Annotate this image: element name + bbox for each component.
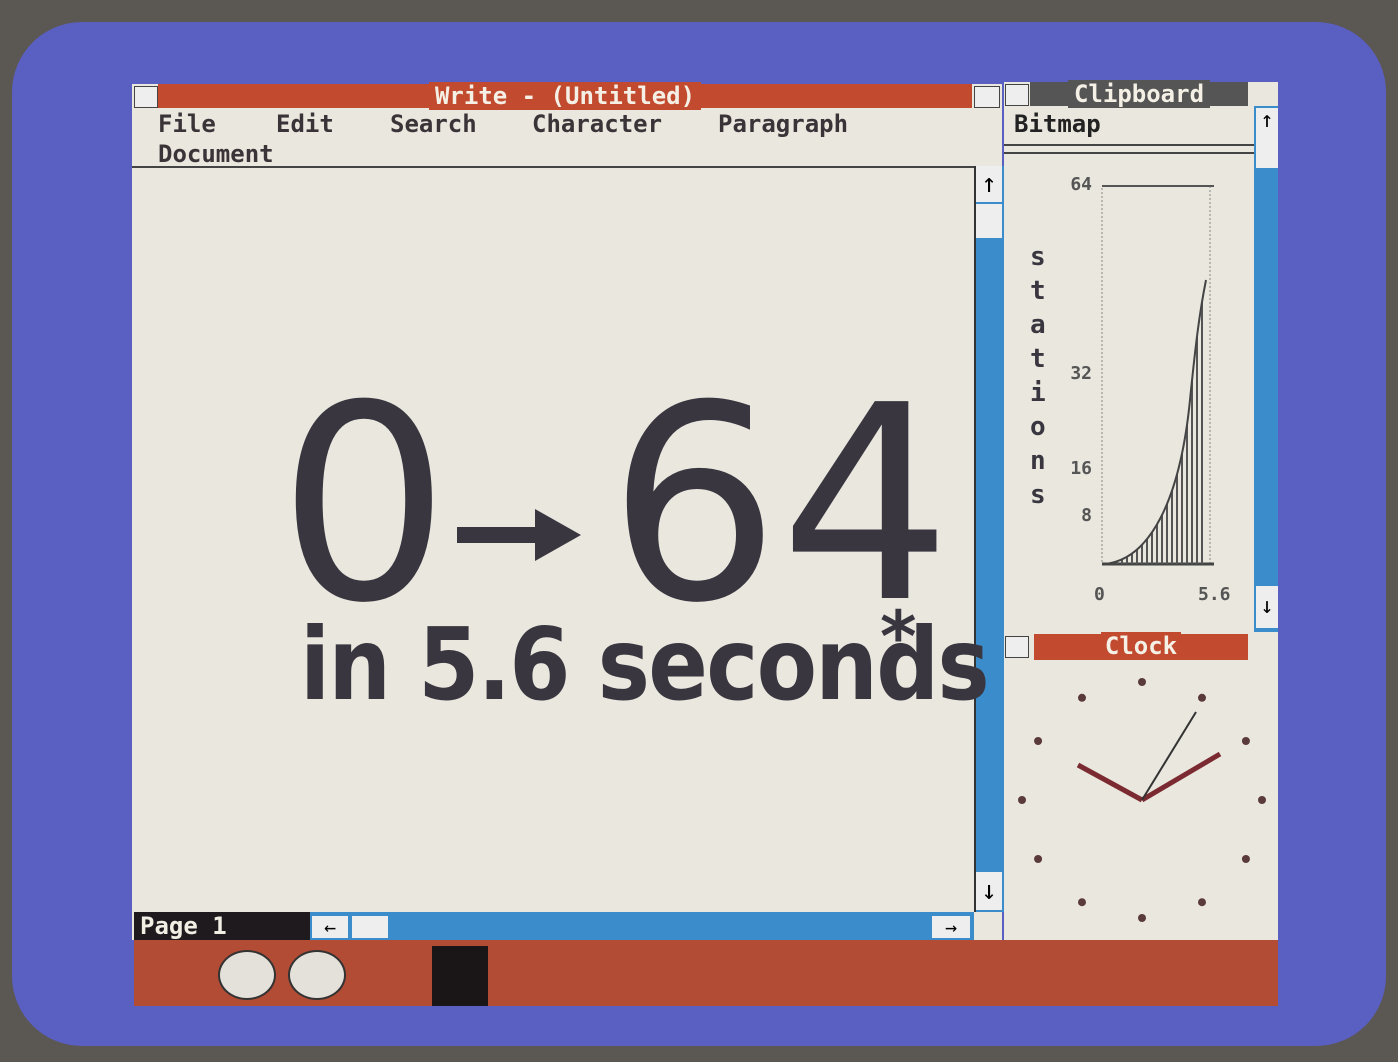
hour-dot (1198, 694, 1206, 702)
scroll-left-arrow[interactable]: ← (312, 916, 348, 938)
clipboard-chart (1090, 170, 1230, 580)
size-box[interactable] (974, 86, 1000, 108)
clock-title: Clock (1101, 632, 1181, 660)
scroll-up-arrow[interactable]: ↑ (976, 166, 1002, 202)
screen-photo: Write - (Untitled) File Edit Search Char… (0, 0, 1398, 1062)
clipboard-title: Clipboard (1068, 80, 1210, 108)
scroll-thumb[interactable] (976, 204, 1002, 238)
app-icon[interactable] (432, 946, 488, 1006)
system-menu-box[interactable] (1005, 84, 1029, 106)
chart-y-tick: 32 (1070, 363, 1092, 384)
chart-y-tick: 16 (1070, 458, 1092, 479)
hour-dot (1018, 796, 1026, 804)
hour-dot (1078, 898, 1086, 906)
doc-from: 0 (278, 370, 450, 640)
horizontal-scrollbar[interactable] (310, 912, 974, 940)
clock-face (1004, 660, 1278, 940)
hour-dot (1242, 737, 1250, 745)
scroll-right-arrow[interactable]: → (932, 916, 970, 938)
menu-item[interactable]: Paragraph (718, 110, 848, 138)
hour-dot (1138, 914, 1146, 922)
chart-y-tick: 64 (1070, 174, 1092, 195)
menu-item[interactable]: Character (532, 110, 662, 138)
hour-dot (1034, 855, 1042, 863)
hour-hand (1078, 765, 1142, 800)
menu-divider (1004, 144, 1254, 154)
h-scroll-thumb[interactable] (352, 916, 388, 938)
system-menu-box[interactable] (134, 86, 158, 108)
write-title-bar[interactable]: Write - (Untitled) (158, 84, 972, 108)
clipboard-format: Bitmap (1014, 110, 1101, 138)
menu-item[interactable]: File (158, 110, 216, 138)
hour-dot (1198, 898, 1206, 906)
hour-dot (1258, 796, 1266, 804)
hour-dot (1078, 694, 1086, 702)
menu-item[interactable]: Edit (276, 110, 334, 138)
chart-y-tick: 8 (1081, 505, 1092, 526)
minute-hand (1142, 754, 1220, 800)
chart-y-label: stations (1030, 240, 1046, 512)
paint-icon[interactable] (218, 950, 276, 1000)
clipboard-title-bar[interactable]: Clipboard (1030, 82, 1248, 106)
chart-x-tick: 0 (1094, 584, 1105, 605)
paint-icon[interactable] (288, 950, 346, 1000)
chart-x-tick: 5.6 (1198, 584, 1231, 605)
menu-item[interactable]: Document (158, 140, 274, 168)
scroll-down-arrow[interactable]: ↓ (976, 872, 1002, 910)
menu-item[interactable]: Search (390, 110, 477, 138)
write-title: Write - (Untitled) (429, 82, 701, 110)
hour-dot (1034, 737, 1042, 745)
hour-dot (1242, 855, 1250, 863)
vertical-scrollbar[interactable] (974, 166, 1004, 912)
doc-arrow (455, 505, 585, 565)
footnote-mark: * (880, 596, 917, 678)
system-menu-box[interactable] (1005, 636, 1029, 658)
menu-divider (132, 166, 974, 168)
page-status: Page 1 (134, 912, 310, 940)
hour-dot (1138, 678, 1146, 686)
clipboard-scrollbar[interactable] (1254, 106, 1278, 632)
scroll-down-arrow[interactable]: ↓ (1256, 586, 1278, 628)
clock-title-bar[interactable]: Clock (1034, 634, 1248, 660)
curve-area (1104, 280, 1206, 564)
scroll-up-arrow[interactable]: ↑ (1256, 108, 1278, 168)
